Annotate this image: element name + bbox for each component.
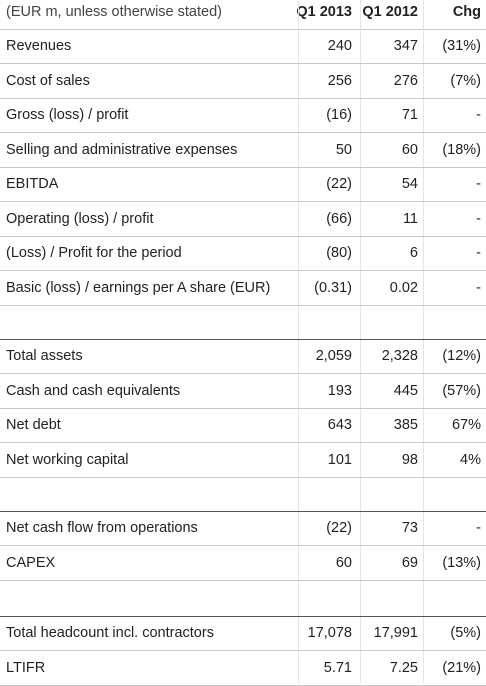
row-rule bbox=[0, 305, 486, 306]
row-value: 69 bbox=[401, 555, 418, 571]
row-rule bbox=[0, 201, 486, 202]
header-rule bbox=[0, 29, 486, 30]
row-label: Basic (loss) / earnings per A share (EUR… bbox=[6, 280, 271, 296]
row-value: 276 bbox=[393, 73, 418, 89]
section-rule bbox=[0, 616, 486, 617]
row-value: 240 bbox=[327, 38, 352, 54]
row-rule bbox=[0, 270, 486, 271]
row-label: CAPEX bbox=[6, 555, 56, 571]
row-label: EBITDA bbox=[6, 176, 59, 192]
header-value: Q1 2013 bbox=[296, 4, 352, 20]
header-value: Chg bbox=[452, 4, 481, 20]
header-label: (EUR m, unless otherwise stated) bbox=[6, 4, 222, 20]
row-rule bbox=[0, 650, 486, 651]
row-value: 11 bbox=[402, 211, 418, 227]
section-rule bbox=[0, 339, 486, 340]
row-value: 2,328 bbox=[381, 348, 418, 364]
row-value: 98 bbox=[401, 452, 418, 468]
row-value: 5.71 bbox=[323, 660, 352, 676]
row-value: 17,991 bbox=[373, 625, 418, 641]
row-value: 60 bbox=[335, 555, 352, 571]
row-value: 17,078 bbox=[307, 625, 352, 641]
column-separator bbox=[360, 0, 361, 683]
header-value: Q1 2012 bbox=[362, 4, 418, 20]
row-rule bbox=[0, 236, 486, 237]
row-rule bbox=[0, 63, 486, 64]
row-value: (0.31) bbox=[314, 280, 352, 296]
row-value: (7%) bbox=[450, 73, 481, 89]
column-separator bbox=[298, 0, 299, 683]
row-value: 643 bbox=[327, 417, 352, 433]
row-label: Selling and administrative expenses bbox=[6, 142, 238, 158]
row-rule bbox=[0, 442, 486, 443]
row-label: Net cash flow from operations bbox=[6, 520, 198, 536]
row-value: 7.25 bbox=[389, 660, 418, 676]
section-rule bbox=[0, 511, 486, 512]
row-value: (21%) bbox=[442, 660, 481, 676]
row-value: 50 bbox=[335, 142, 352, 158]
row-value: 67% bbox=[451, 417, 481, 433]
row-label: Total headcount incl. contractors bbox=[6, 625, 214, 641]
row-value: - bbox=[476, 245, 481, 261]
row-value: 2,059 bbox=[315, 348, 352, 364]
row-label: Total assets bbox=[6, 348, 83, 364]
row-label: LTIFR bbox=[6, 660, 46, 676]
row-value: (12%) bbox=[442, 348, 481, 364]
row-value: 60 bbox=[401, 142, 418, 158]
row-value: - bbox=[476, 176, 481, 192]
row-value: 193 bbox=[327, 383, 352, 399]
row-value: 73 bbox=[401, 520, 418, 536]
row-rule bbox=[0, 408, 486, 409]
row-value: 347 bbox=[393, 38, 418, 54]
row-value: (22) bbox=[326, 520, 352, 536]
row-rule bbox=[0, 580, 486, 581]
row-value: (80) bbox=[326, 245, 352, 261]
row-value: (13%) bbox=[442, 555, 481, 571]
row-value: - bbox=[476, 107, 481, 123]
row-rule bbox=[0, 545, 486, 546]
column-separator bbox=[423, 0, 424, 683]
row-value: (18%) bbox=[442, 142, 481, 158]
row-label: Cash and cash equivalents bbox=[6, 383, 181, 399]
row-value: 445 bbox=[393, 383, 418, 399]
row-label: Net debt bbox=[6, 417, 61, 433]
row-value: (57%) bbox=[442, 383, 481, 399]
row-rule bbox=[0, 132, 486, 133]
row-rule bbox=[0, 167, 486, 168]
row-label: Revenues bbox=[6, 38, 72, 54]
row-value: - bbox=[476, 520, 481, 536]
row-value: 6 bbox=[409, 245, 418, 261]
row-value: 71 bbox=[401, 107, 418, 123]
row-value: (16) bbox=[326, 107, 352, 123]
row-label: Net working capital bbox=[6, 452, 129, 468]
row-label: Gross (loss) / profit bbox=[6, 107, 129, 123]
row-value: (22) bbox=[326, 176, 352, 192]
row-value: (31%) bbox=[442, 38, 481, 54]
row-rule bbox=[0, 477, 486, 478]
row-value: 54 bbox=[401, 176, 418, 192]
row-value: 4% bbox=[460, 452, 481, 468]
row-value: 256 bbox=[327, 73, 352, 89]
row-value: 101 bbox=[327, 452, 352, 468]
row-rule bbox=[0, 373, 486, 374]
row-value: (66) bbox=[326, 211, 352, 227]
row-value: 0.02 bbox=[389, 280, 418, 296]
row-rule bbox=[0, 98, 486, 99]
row-label: Operating (loss) / profit bbox=[6, 211, 154, 227]
row-value: - bbox=[476, 211, 481, 227]
row-value: (5%) bbox=[450, 625, 481, 641]
row-label: Cost of sales bbox=[6, 73, 90, 89]
row-label: (Loss) / Profit for the period bbox=[6, 245, 182, 261]
row-value: - bbox=[476, 280, 481, 296]
row-value: 385 bbox=[393, 417, 418, 433]
